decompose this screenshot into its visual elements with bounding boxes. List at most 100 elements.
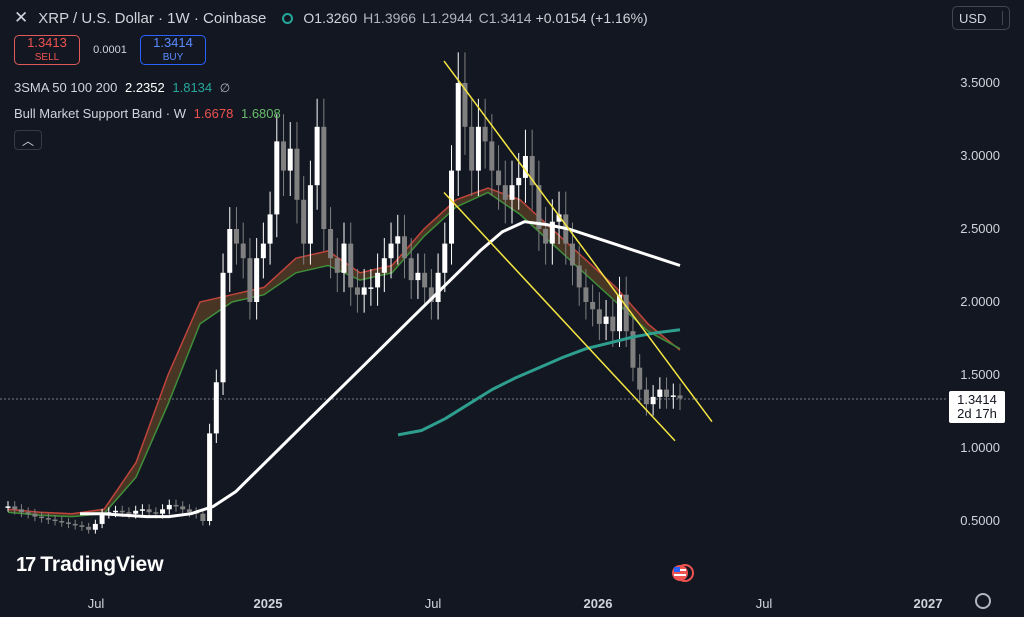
candle-body xyxy=(307,185,313,244)
candle-body xyxy=(395,236,401,244)
x-tick-label-3: 2026 xyxy=(584,596,613,611)
bmsb-indicator-legend[interactable]: Bull Market Support Band · W 1.6678 1.68… xyxy=(14,106,281,121)
candle-body xyxy=(435,272,441,302)
currency-label: USD xyxy=(959,10,987,26)
candle-body xyxy=(86,526,92,530)
currency-select[interactable]: USD xyxy=(952,6,1010,30)
candle-body xyxy=(475,126,481,171)
sma-teal-line xyxy=(397,328,681,437)
sma-value-3: ∅ xyxy=(219,81,231,95)
candle-body xyxy=(25,512,31,514)
candle-body xyxy=(240,243,246,259)
candle-body xyxy=(549,221,555,244)
close-icon[interactable]: ✕ xyxy=(14,8,29,27)
candle-body xyxy=(361,287,367,295)
candle-body xyxy=(354,287,360,295)
candle-body xyxy=(428,287,434,302)
candle-body xyxy=(186,509,192,513)
candle-body xyxy=(449,170,455,244)
candle-body xyxy=(254,258,260,302)
divider-icon xyxy=(1002,11,1003,25)
candle-body xyxy=(670,395,676,397)
candle-body xyxy=(227,229,233,273)
candle-body xyxy=(65,522,71,524)
sma-value-2: 1.8134 xyxy=(172,80,213,95)
bmsb-value-1: 1.6678 xyxy=(193,106,234,121)
brand-name: TradingView xyxy=(40,553,164,576)
candle-body xyxy=(328,229,334,259)
candle-body xyxy=(489,141,495,171)
candle-body xyxy=(469,126,475,171)
symbol-title[interactable]: XRP / U.S. Dollar · 1W · Coinbase xyxy=(38,9,267,27)
candle-body xyxy=(576,265,582,288)
candle-body xyxy=(556,214,562,222)
sma-indicator-legend[interactable]: 3SMA 50 100 200 2.2352 1.8134 ∅ xyxy=(14,80,230,95)
y-tick-label-5: 1.0000 xyxy=(960,440,1000,455)
bar-countdown: 2d 17h xyxy=(957,406,997,421)
trade-panel: 1.3413 SELL 0.0001 1.3414 BUY xyxy=(14,35,206,65)
candle-body xyxy=(301,199,307,244)
candle-body xyxy=(59,521,65,523)
candle-body xyxy=(401,236,407,259)
candle-body xyxy=(375,272,381,288)
candle-body xyxy=(180,506,186,510)
candle-body xyxy=(643,389,649,405)
candle-body xyxy=(314,126,320,186)
candle-body xyxy=(146,509,152,513)
trendlines[interactable] xyxy=(443,60,713,442)
candle-body xyxy=(368,287,374,289)
candle-body xyxy=(596,309,602,324)
tradingview-logo[interactable]: 17 TradingView xyxy=(16,553,164,577)
tv-logo-icon: 17 xyxy=(16,553,36,576)
candle-body xyxy=(45,518,51,520)
candle-body xyxy=(455,83,461,171)
candle-body xyxy=(617,294,623,332)
settings-gear-icon[interactable] xyxy=(975,593,991,609)
candle-body xyxy=(247,258,253,302)
candle-body xyxy=(522,156,528,178)
trendline-0[interactable] xyxy=(443,60,713,423)
ohlc-values: O1.3260 H1.3966 L1.2944 C1.3414 +0.0154 (+1.… xyxy=(303,10,647,26)
last-price-value: 1.3414 xyxy=(957,392,997,407)
x-axis: Jul 2025 Jul 2026 Jul 2027 xyxy=(88,596,943,611)
buy-button[interactable]: 1.3414 BUY xyxy=(140,35,206,65)
candle-body xyxy=(348,243,354,288)
candle-body xyxy=(650,396,656,405)
x-tick-label-2: Jul xyxy=(425,596,442,611)
us-flag-icon[interactable] xyxy=(670,563,696,583)
candle-body xyxy=(462,83,468,127)
candle-body xyxy=(603,316,609,324)
chevron-up-icon: ︿ xyxy=(21,133,34,148)
change-value: +0.0154 (+1.16%) xyxy=(535,10,648,26)
candle-body xyxy=(281,141,287,171)
market-status-icon xyxy=(282,12,294,24)
candle-body xyxy=(381,258,387,273)
sma-value-1: 2.2352 xyxy=(124,80,165,95)
candle-body xyxy=(630,331,636,368)
candle-body xyxy=(569,243,575,266)
candle-body xyxy=(496,170,502,186)
candle-body xyxy=(260,243,266,259)
candle-body xyxy=(207,433,213,521)
candle-body xyxy=(153,512,159,514)
candle-body xyxy=(126,512,132,514)
candle-body xyxy=(166,504,172,510)
collapse-legend-button[interactable]: ︿ xyxy=(14,130,42,150)
candle-body xyxy=(482,126,488,142)
candle-body xyxy=(623,294,629,332)
candle-body xyxy=(233,229,239,244)
x-tick-label-0: Jul xyxy=(88,596,105,611)
trendline-1[interactable] xyxy=(443,191,676,442)
candle-body xyxy=(160,509,166,514)
candle-body xyxy=(509,185,515,200)
candle-body xyxy=(133,510,139,514)
candle-body xyxy=(12,506,18,510)
y-tick-label-4: 1.5000 xyxy=(960,367,1000,382)
candle-body xyxy=(274,141,280,215)
candle-body xyxy=(294,148,300,200)
candle-body xyxy=(72,523,78,526)
candle-body xyxy=(79,525,85,527)
sell-button[interactable]: 1.3413 SELL xyxy=(14,35,80,65)
candle-body xyxy=(657,389,663,397)
